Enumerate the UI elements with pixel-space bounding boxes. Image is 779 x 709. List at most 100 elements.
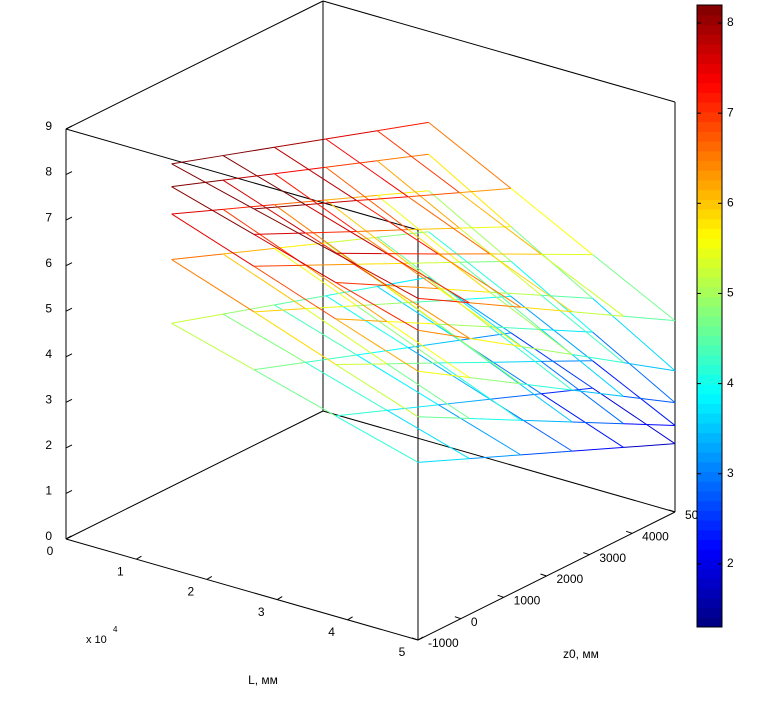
x-tick (206, 575, 213, 580)
mesh-segment (335, 281, 388, 287)
x-tick-label: 5 (399, 645, 406, 659)
mesh-segment (356, 229, 409, 233)
mesh-segment (335, 409, 388, 417)
mesh-segment (408, 227, 460, 231)
colorbar-band (697, 529, 722, 541)
colorbar-band (697, 471, 722, 482)
mesh-segment (222, 247, 275, 255)
colorbar-band (697, 452, 722, 463)
mesh-segment (171, 208, 224, 215)
axis-edge (65, 538, 419, 641)
mesh-segment (356, 305, 439, 364)
ticks: 0123456789012345-10000100020003000400050… (45, 119, 712, 659)
mesh-segment (438, 398, 490, 406)
mesh-segment (222, 204, 275, 210)
mesh-segment (376, 130, 460, 194)
colorbar-band (697, 549, 722, 560)
x-tick-label: 3 (258, 605, 265, 619)
colorbar-band (697, 481, 722, 492)
colorbar-band (697, 5, 722, 16)
colorbar-tick-label: 3 (727, 466, 734, 480)
mesh-segment (428, 122, 512, 189)
mesh-segment (489, 253, 573, 313)
colorbar: 2 3 4 5 6 7 8 (696, 4, 734, 628)
y-tick-label: 3000 (599, 551, 626, 565)
colorbar-band (697, 316, 722, 327)
z-tick (65, 216, 73, 221)
mesh-segment (253, 361, 306, 371)
x-tick (136, 555, 142, 560)
colorbar-band (697, 296, 722, 307)
colorbar-band (697, 393, 722, 404)
mesh-segment (520, 419, 573, 423)
mesh-segment (438, 323, 522, 385)
mesh-segment (253, 208, 336, 254)
mesh-segment (171, 259, 255, 313)
mesh-segment (253, 264, 306, 267)
colorbar-band (697, 520, 722, 531)
z-tick-label: 9 (45, 119, 52, 133)
mesh-segment (469, 302, 521, 308)
x-tick (347, 616, 353, 621)
mesh-segment (540, 329, 624, 397)
mesh-segment (438, 404, 522, 456)
y-tick (454, 616, 461, 620)
mesh-segment (438, 288, 522, 347)
mesh-segment (253, 265, 336, 320)
mesh-segment (356, 196, 409, 202)
mesh-segment (520, 383, 573, 391)
colorbar-band (697, 34, 722, 45)
mesh-segment (592, 360, 676, 426)
colorbar-frame (696, 4, 723, 628)
mesh-segment (489, 326, 573, 391)
mesh-segment (386, 409, 470, 460)
colorbar-band (697, 111, 722, 123)
colorbar-band (697, 568, 722, 579)
colorbar-band (697, 413, 722, 424)
mesh-segment (253, 311, 336, 365)
mesh-segment (335, 363, 388, 365)
mesh-segment (572, 421, 624, 425)
mesh-segment (541, 328, 593, 333)
z-tick-label: 4 (45, 347, 52, 361)
mesh-segment (356, 301, 409, 307)
colorbar-band (697, 354, 722, 366)
mesh-segment (438, 253, 522, 308)
colorbar-band (697, 92, 722, 103)
mesh-segment (377, 231, 429, 238)
mesh-segment (325, 138, 409, 198)
mesh-segment (459, 226, 511, 229)
mesh-segment (520, 345, 573, 356)
mesh-segment (253, 308, 306, 313)
colorbar-band (697, 209, 722, 220)
mesh-segment (305, 264, 388, 322)
mesh-segment (572, 354, 624, 364)
mesh-segment (386, 253, 470, 304)
y-axis-label: z0, мм (563, 647, 599, 661)
mesh-segment (469, 377, 521, 385)
mesh-segment (428, 190, 512, 262)
colorbar-tick-label: 7 (727, 105, 734, 119)
colorbar-band (697, 160, 722, 171)
mesh (171, 121, 676, 463)
mesh-segment (459, 187, 512, 194)
colorbar-band (697, 325, 722, 336)
mesh-segment (253, 204, 306, 210)
mesh-segment (274, 204, 358, 265)
colorbar-band (697, 490, 722, 502)
mesh-segment (253, 232, 306, 235)
x-tick-label: 1 (117, 564, 124, 578)
mesh-segment (386, 404, 439, 411)
mesh-segment (623, 362, 676, 372)
mesh-segment (274, 295, 326, 306)
mesh-segment (541, 360, 593, 362)
colorbar-band (697, 228, 722, 239)
mesh-segment (171, 163, 255, 210)
mesh-segment (459, 192, 542, 255)
mesh-segment (305, 305, 357, 310)
mesh-segment (356, 200, 439, 255)
y-tick-label: 2000 (557, 572, 584, 586)
z-tick (65, 125, 73, 130)
colorbar-tick-label: 2 (727, 556, 734, 570)
mesh-segment (459, 299, 542, 362)
